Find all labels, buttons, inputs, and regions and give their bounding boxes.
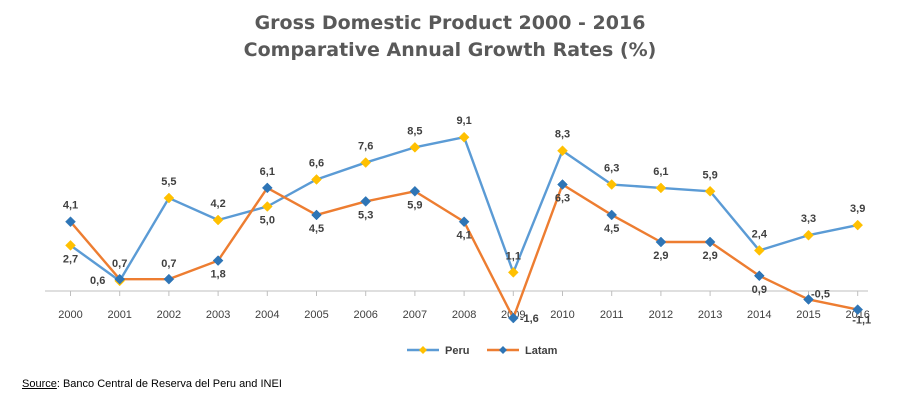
data-point-latam: [458, 216, 470, 228]
x-tick-label: 2014: [747, 309, 771, 321]
data-point-peru: [261, 201, 273, 212]
source-label: Source: [22, 378, 57, 390]
data-label-latam: 1,8: [210, 269, 225, 281]
data-label-latam: -1,1: [852, 315, 871, 327]
data-point-peru: [360, 157, 372, 168]
data-label-peru: 2,7: [63, 253, 78, 265]
data-label-latam: 6,1: [260, 166, 275, 178]
data-point-latam: [163, 273, 175, 285]
data-label-peru: 2,4: [752, 228, 768, 240]
x-tick-label: 2012: [649, 309, 673, 321]
data-label-latam: 2,9: [653, 250, 668, 262]
data-label-latam: 4,5: [309, 223, 324, 235]
data-label-peru: 5,5: [161, 176, 176, 188]
data-label-peru: 4,2: [210, 198, 225, 210]
data-label-peru: 6,6: [309, 157, 324, 169]
data-label-peru: 3,3: [801, 213, 816, 225]
legend-marker-latam: [499, 346, 507, 354]
data-point-latam: [114, 273, 126, 285]
data-point-peru: [704, 185, 716, 197]
x-tick-label: 2004: [255, 309, 279, 321]
x-tick-label: 2007: [403, 309, 427, 321]
data-point-peru: [803, 229, 814, 241]
data-point-latam: [753, 270, 765, 282]
data-label-latam: 2,9: [702, 250, 717, 262]
series-line-latam: [69, 183, 858, 320]
data-label-peru: 5,0: [260, 215, 275, 227]
data-point-peru: [753, 245, 765, 256]
data-label-latam: 0,7: [161, 258, 176, 270]
data-label-peru: 8,5: [407, 125, 422, 137]
data-label-latam: 5,9: [407, 199, 422, 211]
x-tick-label: 2000: [58, 309, 82, 321]
data-label-latam: -0,5: [811, 288, 830, 300]
data-label-latam: 4,1: [63, 200, 78, 212]
data-label-latam: 4,5: [604, 223, 619, 235]
data-point-latam: [655, 236, 667, 248]
legend-label-peru: Peru: [445, 345, 469, 357]
data-label-latam: 6,3: [555, 193, 570, 205]
data-label-latam: 0,7: [112, 258, 127, 270]
data-point-latam: [261, 182, 273, 194]
data-label-latam: 4,1: [456, 230, 471, 242]
data-label-peru: 6,1: [653, 166, 668, 178]
data-point-latam: [311, 209, 322, 221]
chart-title: Gross Domestic Product 2000 - 2016: [254, 12, 646, 34]
data-point-peru: [852, 219, 864, 231]
x-tick-label: 2008: [452, 309, 476, 321]
x-tick-label: 2016: [845, 309, 869, 321]
data-label-peru: 6,3: [604, 163, 619, 175]
data-point-latam: [212, 255, 224, 266]
x-tick-label: 2011: [600, 309, 624, 321]
data-point-peru: [212, 214, 224, 226]
data-point-latam: [557, 179, 568, 190]
x-tick-label: 2003: [206, 309, 230, 321]
data-point-peru: [163, 192, 175, 204]
data-point-latam: [507, 312, 519, 324]
source-note: Source: Banco Central de Reserva del Per…: [22, 378, 282, 390]
data-point-latam: [65, 216, 76, 228]
x-tick-label: 2001: [107, 309, 131, 321]
data-label-peru: 1,1: [506, 250, 521, 262]
x-tick-label: 2005: [304, 309, 328, 321]
data-label-peru: 3,9: [850, 203, 865, 215]
legend-marker-peru: [419, 346, 427, 354]
data-point-peru: [458, 131, 470, 143]
data-point-peru: [606, 179, 618, 190]
data-point-latam: [803, 294, 814, 305]
data-label-peru: 9,1: [456, 115, 471, 127]
data-point-latam: [409, 185, 421, 197]
data-label-peru: 0,6: [90, 275, 105, 287]
data-point-latam: [360, 196, 372, 207]
data-point-latam: [852, 304, 864, 315]
source-text: : Banco Central de Reserva del Peru and …: [56, 378, 282, 390]
chart-subtitle: Comparative Annual Growth Rates (%): [243, 39, 657, 61]
series-line-peru: [69, 136, 858, 283]
data-label-peru: 8,3: [555, 129, 570, 141]
data-point-peru: [65, 240, 76, 251]
legend-label-latam: Latam: [525, 345, 558, 357]
data-point-peru: [557, 145, 568, 157]
x-tick-label: 2015: [796, 309, 820, 321]
data-label-latam: 5,3: [358, 209, 373, 221]
data-label-latam: 0,9: [752, 284, 767, 296]
data-point-peru: [311, 174, 322, 185]
data-point-peru: [409, 141, 421, 153]
x-tick-label: 2002: [157, 309, 181, 321]
data-label-latam: -1,6: [520, 313, 539, 325]
data-point-peru: [655, 182, 667, 194]
x-tick-label: 2006: [353, 309, 377, 321]
data-point-peru: [507, 267, 519, 278]
data-point-latam: [606, 209, 618, 221]
x-tick-label: 2013: [698, 309, 722, 321]
data-point-latam: [704, 236, 716, 248]
data-label-peru: 7,6: [358, 141, 373, 153]
x-tick-label: 2010: [550, 309, 574, 321]
data-label-peru: 5,9: [702, 169, 717, 181]
